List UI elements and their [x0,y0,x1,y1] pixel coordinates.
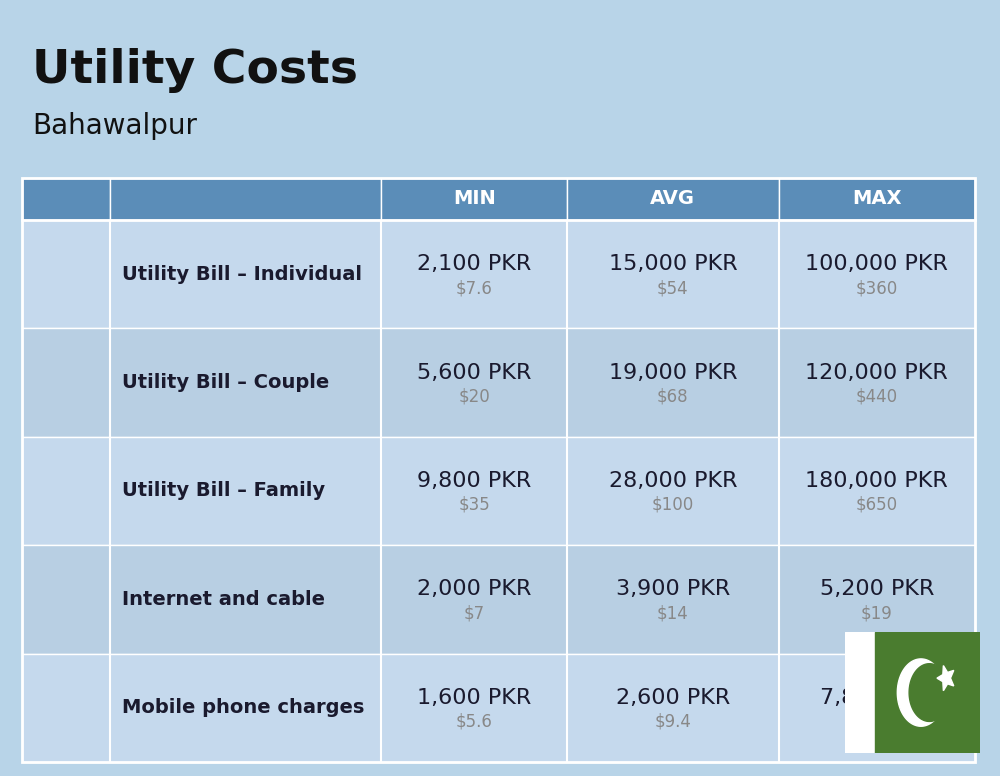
Text: 15,000 PKR: 15,000 PKR [609,255,737,274]
Bar [845,632,875,753]
Bar [22,178,110,220]
Text: 5,200 PKR: 5,200 PKR [820,580,934,599]
Text: Internet and cable: Internet and cable [122,590,325,609]
Text: 180,000 PKR: 180,000 PKR [805,471,948,491]
Text: 28,000 PKR: 28,000 PKR [609,471,737,491]
Text: $54: $54 [657,279,689,297]
Text: $5.6: $5.6 [456,713,493,731]
Text: MAX: MAX [852,189,902,209]
Text: 3,900 PKR: 3,900 PKR [616,580,730,599]
Text: 5,600 PKR: 5,600 PKR [417,362,531,383]
Bar [567,178,779,220]
Text: $28: $28 [861,713,893,731]
Bar [779,178,975,220]
Text: $19: $19 [861,605,893,622]
Text: $20: $20 [458,387,490,406]
Text: 1,600 PKR: 1,600 PKR [417,688,531,708]
Text: Utility Bill – Couple: Utility Bill – Couple [122,373,329,392]
Polygon shape [909,663,950,722]
Text: 2,100 PKR: 2,100 PKR [417,255,531,274]
Text: AVG: AVG [650,189,695,209]
Bar [22,546,975,653]
Polygon shape [937,666,954,691]
Bar [381,178,567,220]
Text: $650: $650 [856,496,898,514]
Bar [22,220,975,328]
Text: 100,000 PKR: 100,000 PKR [805,255,948,274]
Text: 120,000 PKR: 120,000 PKR [805,362,948,383]
Polygon shape [897,659,945,726]
Text: Bahawalpur: Bahawalpur [32,112,197,140]
Text: 7,800 PKR: 7,800 PKR [820,688,934,708]
Text: 2,000 PKR: 2,000 PKR [417,580,531,599]
Text: MIN: MIN [453,189,496,209]
Text: $35: $35 [458,496,490,514]
Text: $7: $7 [464,605,485,622]
Bar [22,178,975,762]
Text: $440: $440 [856,387,898,406]
Text: $68: $68 [657,387,689,406]
Bar [22,437,975,546]
Text: Mobile phone charges: Mobile phone charges [122,698,364,717]
Text: Utility Costs: Utility Costs [32,48,358,93]
Text: Utility Bill – Family: Utility Bill – Family [122,481,325,501]
Text: 19,000 PKR: 19,000 PKR [609,362,737,383]
Text: $100: $100 [652,496,694,514]
Bar [22,653,975,762]
Text: Utility Bill – Individual: Utility Bill – Individual [122,265,362,284]
Text: 9,800 PKR: 9,800 PKR [417,471,531,491]
Bar [875,632,980,753]
Text: $360: $360 [856,279,898,297]
Bar [22,328,975,437]
Text: $14: $14 [657,605,689,622]
Text: $7.6: $7.6 [456,279,493,297]
Text: 2,600 PKR: 2,600 PKR [616,688,730,708]
Text: $9.4: $9.4 [654,713,691,731]
Bar [110,178,381,220]
